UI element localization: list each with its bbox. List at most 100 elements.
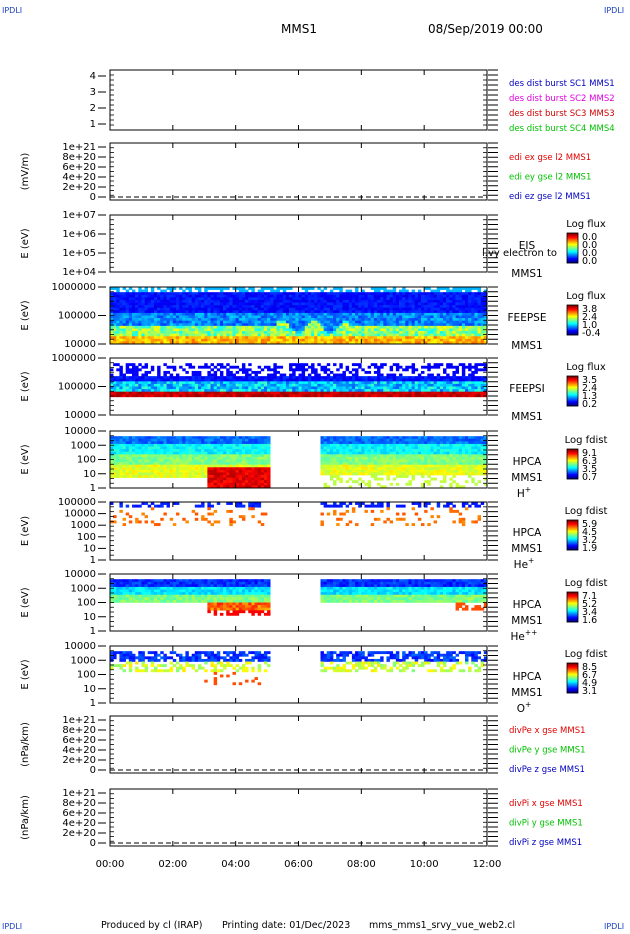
colorbar-tick-p4-3: -0.4 bbox=[582, 328, 601, 339]
ylabel-p2: (mV/m) bbox=[20, 153, 31, 191]
ytick-p9-2: 100 bbox=[77, 670, 96, 681]
frame-p11 bbox=[109, 788, 488, 847]
ytick-p2-0: 1e+21 bbox=[62, 142, 96, 153]
colorbar-tick-p7-1: 4.5 bbox=[582, 527, 597, 538]
legend-p1-3: des dist burst SC4 MMS4 bbox=[509, 124, 615, 134]
ytick-p11-1: 8e+20 bbox=[62, 798, 96, 809]
legend-p11-0: divPi x gse MMS1 bbox=[509, 799, 583, 809]
header-title: MMS1 bbox=[281, 22, 317, 36]
ytick-p3-1: 1e+06 bbox=[62, 229, 96, 240]
ytick-p5-2: 10000 bbox=[64, 410, 96, 421]
spectrogram-p7 bbox=[110, 502, 485, 527]
colorbar-title-p3: Log flux bbox=[566, 219, 606, 230]
ytick-p3-2: 1e+05 bbox=[62, 248, 96, 259]
colorbar-tick-p3-2: 0.0 bbox=[582, 248, 597, 259]
colorbar-tick-p5-2: 1.3 bbox=[582, 391, 597, 402]
colorbar-tick-p3-0: 0.0 bbox=[582, 232, 597, 243]
spectrogram-p6 bbox=[110, 436, 488, 489]
colorbar-title-p6: Log fdist bbox=[565, 435, 608, 446]
corner-tag-top-left: IPDLI bbox=[2, 6, 23, 15]
species-p9: O+ bbox=[517, 700, 532, 715]
multi-panel-chart: 4 3 2 1 des dist burst SC1 MMS1 des dist burs… bbox=[20, 69, 615, 870]
ytick-p10-0: 1e+21 bbox=[62, 715, 96, 726]
colorbar-tick-p7-2: 3.2 bbox=[582, 535, 597, 546]
frame-p3 bbox=[109, 214, 488, 273]
ytick-p6-0: 10000 bbox=[64, 426, 96, 437]
ytick-p3-3: 1e+04 bbox=[62, 267, 96, 278]
ytick-p10-1: 8e+20 bbox=[62, 725, 96, 736]
ytick-p6-2: 100 bbox=[77, 455, 96, 466]
instrument-p8: HPCA bbox=[513, 599, 543, 611]
panel-p3: 1e+07 1e+06 1e+05 1e+04 E (eV) EIS MMS1 Log flu… bbox=[20, 210, 606, 280]
colorbar-tick-p4-0: 3.8 bbox=[582, 304, 597, 315]
ytick-p6-4: 1 bbox=[90, 483, 96, 494]
colorbar-p4 bbox=[566, 304, 579, 336]
colorbar-title-p5: Log flux bbox=[566, 362, 606, 373]
spacecraft-p4: MMS1 bbox=[511, 340, 542, 352]
ylabel-p7: E (eV) bbox=[20, 516, 31, 546]
overlay-label: l.vy electron to bbox=[482, 248, 557, 259]
colorbar-p6 bbox=[566, 448, 579, 480]
ylabel-p10: (nPa/km) bbox=[20, 722, 31, 767]
ytick-p2-4: 2e+20 bbox=[62, 182, 96, 193]
ytick-p6-1: 1000 bbox=[71, 440, 96, 451]
footer-producer: Produced by cl (IRAP) bbox=[101, 920, 203, 931]
legend-p1-0: des dist burst SC1 MMS1 bbox=[509, 79, 615, 89]
legend-p2-2: edi ez gse l2 MMS1 bbox=[509, 192, 591, 202]
colorbar-tick-p6-2: 3.5 bbox=[582, 464, 597, 475]
xtick-label-0: 00:00 bbox=[96, 859, 125, 870]
colorbar-title-p9: Log fdist bbox=[565, 649, 608, 660]
ytick-p4-1: 100000 bbox=[58, 311, 96, 322]
ylabel-p11: (nPa/km) bbox=[20, 795, 31, 840]
ytick-p9-4: 1 bbox=[90, 698, 96, 709]
ytick-p9-1: 1000 bbox=[71, 655, 96, 666]
colorbar-tick-p9-2: 4.9 bbox=[582, 678, 597, 689]
legend-p10-2: divPe z gse MMS1 bbox=[509, 765, 585, 775]
colorbar-tick-p9-3: 3.1 bbox=[582, 686, 597, 697]
ylabel-p5: E (eV) bbox=[20, 371, 31, 401]
colorbar-tick-p3-3: 0.0 bbox=[582, 256, 597, 267]
ylabel-p9: E (eV) bbox=[20, 659, 31, 689]
colorbar-title-p7: Log fdist bbox=[565, 506, 608, 517]
ytick-p7-4: 10 bbox=[83, 543, 96, 554]
ytick-p5-0: 1000000 bbox=[51, 353, 96, 364]
ytick-p8-4: 1 bbox=[90, 626, 96, 637]
spectrogram-p9 bbox=[110, 651, 488, 686]
panel-p1: 4 3 2 1 des dist burst SC1 MMS1 des dist burs… bbox=[90, 69, 615, 134]
ytick-p2-1: 8e+20 bbox=[62, 152, 96, 163]
ytick-p7-3: 100 bbox=[77, 532, 96, 543]
colorbar-tick-p6-1: 6.3 bbox=[582, 456, 597, 467]
legend-p1-2: des dist burst SC3 MMS3 bbox=[509, 109, 615, 119]
colorbar-tick-p3-1: 0.0 bbox=[582, 240, 597, 251]
instrument-p7: HPCA bbox=[513, 527, 543, 539]
ylabel-p6: E (eV) bbox=[20, 444, 31, 474]
ytick-p11-3: 4e+20 bbox=[62, 818, 96, 829]
xtick-label-5: 10:00 bbox=[410, 859, 439, 870]
frame-p7 bbox=[109, 501, 488, 561]
species-p7: He+ bbox=[514, 556, 535, 571]
ytick-p10-5: 0 bbox=[90, 765, 96, 776]
instrument-p5: FEEPSI bbox=[509, 383, 544, 395]
colorbar-tick-p8-1: 5.2 bbox=[582, 599, 597, 610]
corner-tag-bottom-right: IPDLI bbox=[604, 922, 625, 931]
ytick-p1-0: 4 bbox=[90, 71, 96, 82]
spacecraft-p9: MMS1 bbox=[511, 687, 542, 699]
xtick-label-4: 08:00 bbox=[347, 859, 376, 870]
ytick-p2-2: 6e+20 bbox=[62, 162, 96, 173]
spectrogram-p8 bbox=[110, 579, 488, 616]
colorbar-tick-p6-0: 9.1 bbox=[582, 448, 597, 459]
species-p8: He++ bbox=[511, 628, 538, 643]
ytick-p1-3: 1 bbox=[90, 119, 96, 130]
ytick-p7-0: 100000 bbox=[58, 497, 96, 508]
ylabel-p4: E (eV) bbox=[20, 300, 31, 330]
colorbar-tick-p9-1: 6.7 bbox=[582, 670, 597, 681]
corner-tag-top-right: IPDLI bbox=[604, 6, 625, 15]
colorbar-tick-p8-2: 3.4 bbox=[582, 607, 597, 618]
colorbar-p5 bbox=[566, 375, 579, 407]
ytick-p10-2: 6e+20 bbox=[62, 735, 96, 746]
footer-filename: mms_mms1_srvy_vue_web2.cl bbox=[369, 920, 516, 931]
